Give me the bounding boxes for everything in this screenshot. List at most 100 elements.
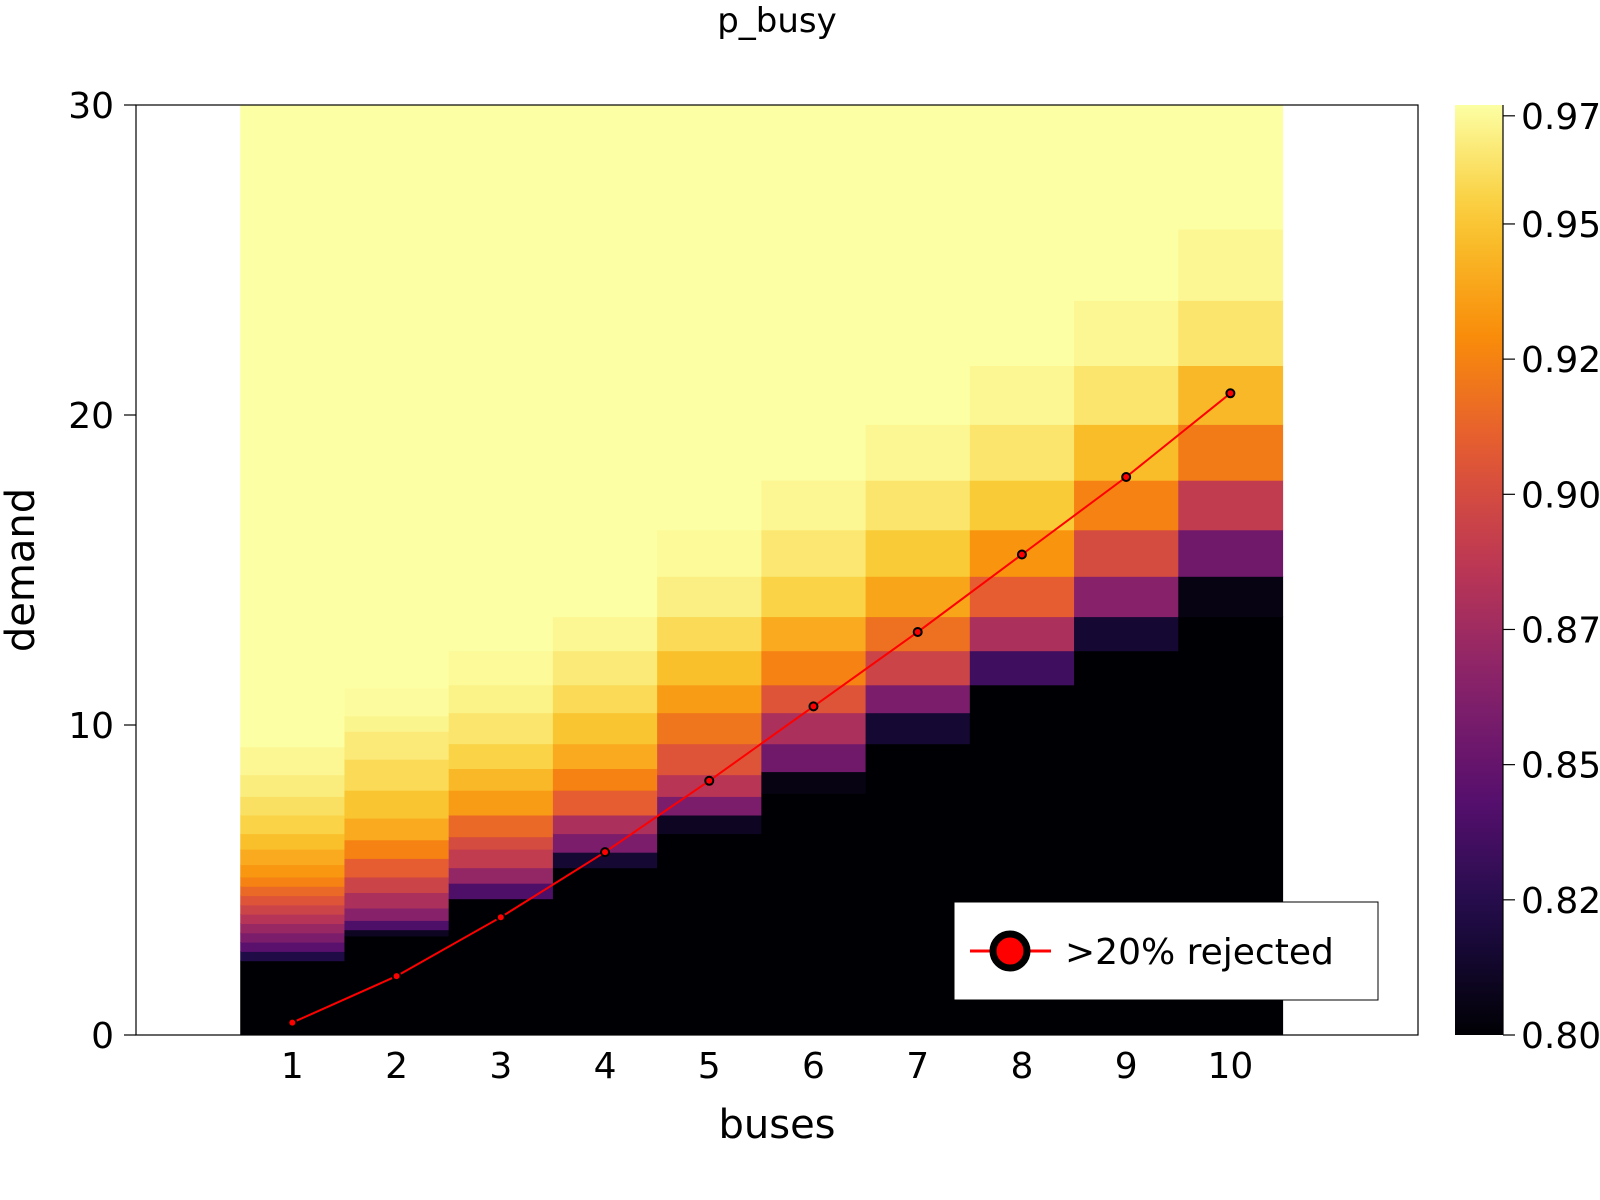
heatmap-cell bbox=[448, 836, 554, 850]
series-point bbox=[495, 912, 506, 923]
heatmap-cell bbox=[448, 650, 554, 686]
y-tick-label: 0 bbox=[91, 1016, 114, 1057]
colorbar-tick-label: 0.925 bbox=[1521, 340, 1600, 381]
heatmap-cell bbox=[1074, 616, 1179, 652]
heatmap-cell bbox=[1074, 300, 1179, 366]
plot-frame bbox=[135, 104, 1419, 1036]
heatmap-cell bbox=[240, 105, 346, 748]
heatmap-cell bbox=[761, 105, 867, 481]
heatmap-cell bbox=[865, 529, 971, 577]
heatmap-cell bbox=[344, 892, 450, 909]
heatmap-cell bbox=[1074, 424, 1179, 481]
heatmap-cell bbox=[344, 920, 450, 931]
heatmap-cell bbox=[1178, 229, 1284, 301]
heatmap-cell bbox=[761, 616, 867, 652]
heatmap-cell bbox=[865, 424, 971, 481]
heatmap-cell bbox=[657, 105, 762, 531]
heatmap-cell bbox=[1074, 480, 1179, 531]
heatmap-cell bbox=[448, 743, 554, 769]
heatmap-cell bbox=[1074, 365, 1179, 425]
x-axis-label: buses bbox=[718, 1102, 835, 1148]
heatmap-cell bbox=[761, 793, 867, 1035]
heatmap-cell bbox=[344, 907, 450, 921]
heatmap-cell bbox=[1178, 480, 1284, 531]
heatmap-cell bbox=[1178, 424, 1284, 481]
heatmap-cell bbox=[240, 746, 346, 776]
heatmap-cell bbox=[344, 858, 450, 878]
heatmap-cell bbox=[240, 904, 346, 915]
heatmap-cell bbox=[344, 839, 450, 859]
heatmap-cell bbox=[865, 576, 971, 618]
heatmap bbox=[240, 105, 1284, 1035]
colorbar-tick-label: 0.850 bbox=[1521, 746, 1600, 787]
x-tick-label: 9 bbox=[1115, 1046, 1138, 1087]
heatmap-cell bbox=[1178, 529, 1284, 577]
colorbar-tick-label: 0.825 bbox=[1521, 881, 1600, 922]
x-tick-label: 10 bbox=[1207, 1046, 1253, 1087]
colorbar-tick-label: 0.950 bbox=[1521, 205, 1600, 246]
heatmap-cell bbox=[552, 743, 658, 769]
heatmap-cell bbox=[344, 715, 450, 732]
x-tick-label: 4 bbox=[594, 1046, 617, 1087]
heatmap-cell bbox=[240, 864, 346, 878]
heatmap-cell bbox=[865, 712, 971, 745]
series-line bbox=[291, 392, 1232, 1024]
legend: >20% rejected bbox=[953, 901, 1379, 1001]
colorbar-tick-label: 0.800 bbox=[1521, 1016, 1600, 1057]
heatmap-cell bbox=[448, 105, 554, 652]
heatmap-cell bbox=[865, 684, 971, 714]
series-point bbox=[912, 627, 923, 637]
heatmap-cell bbox=[1074, 529, 1179, 577]
series-point bbox=[600, 847, 611, 858]
chart-title: p_busy bbox=[717, 1, 837, 41]
heatmap-cell bbox=[552, 814, 658, 835]
heatmap-cell bbox=[240, 814, 346, 835]
heatmap-cell bbox=[969, 616, 1075, 652]
legend-label: >20% rejected bbox=[1065, 932, 1334, 973]
heatmap-cell bbox=[657, 833, 762, 1035]
colorbar-gradient bbox=[1455, 105, 1503, 1035]
heatmap-cell bbox=[344, 105, 450, 689]
heatmap-cell bbox=[1074, 105, 1179, 301]
colorbar: 0.800 0.825 0.850 0.875 0.900 0.925 0.950 0.975 bbox=[1455, 97, 1600, 1057]
x-axis-ticks: 1 2 3 4 5 6 7 8 9 10 bbox=[281, 1046, 1253, 1087]
heatmap-cell bbox=[552, 105, 658, 618]
heatmap-cell bbox=[1178, 576, 1284, 618]
x-tick-label: 6 bbox=[802, 1046, 825, 1087]
heatmap-cell bbox=[240, 914, 346, 924]
heatmap-cell bbox=[240, 942, 346, 952]
heatmap-cell bbox=[552, 712, 658, 745]
series-layer bbox=[287, 388, 1236, 1028]
series-point bbox=[1016, 549, 1027, 560]
heatmap-cell bbox=[240, 932, 346, 943]
heatmap-cell bbox=[552, 650, 658, 686]
x-tick-label: 5 bbox=[698, 1046, 721, 1087]
heatmap-cell bbox=[240, 886, 346, 897]
series-point bbox=[1225, 388, 1236, 399]
heatmap-cell bbox=[865, 105, 971, 425]
heatmap-cell bbox=[969, 105, 1075, 366]
heatmap-cell bbox=[1178, 300, 1284, 366]
heatmap-cell bbox=[761, 771, 867, 794]
y-tick-label: 10 bbox=[68, 706, 114, 747]
heatmap-cell bbox=[344, 818, 450, 841]
heatmap-cell bbox=[969, 576, 1075, 618]
heatmap-cell bbox=[761, 712, 867, 745]
heatmap-cell bbox=[657, 743, 762, 776]
heatmap-cell bbox=[552, 852, 658, 869]
y-tick-label: 20 bbox=[68, 396, 114, 437]
x-tick-label: 3 bbox=[489, 1046, 512, 1087]
colorbar-tick-label: 0.875 bbox=[1521, 610, 1600, 651]
heatmap-cell bbox=[552, 833, 658, 853]
heatmap-cell bbox=[344, 790, 450, 819]
heatmap-cell bbox=[761, 743, 867, 773]
heatmap-cell bbox=[657, 650, 762, 686]
series-point bbox=[1121, 472, 1132, 482]
heatmap-cell bbox=[240, 849, 346, 866]
x-tick-label: 1 bbox=[281, 1046, 304, 1087]
heatmap-cell bbox=[657, 796, 762, 816]
heatmap-cell bbox=[448, 867, 554, 884]
heatmap-cell bbox=[657, 576, 762, 618]
heatmap-cell bbox=[657, 529, 762, 577]
